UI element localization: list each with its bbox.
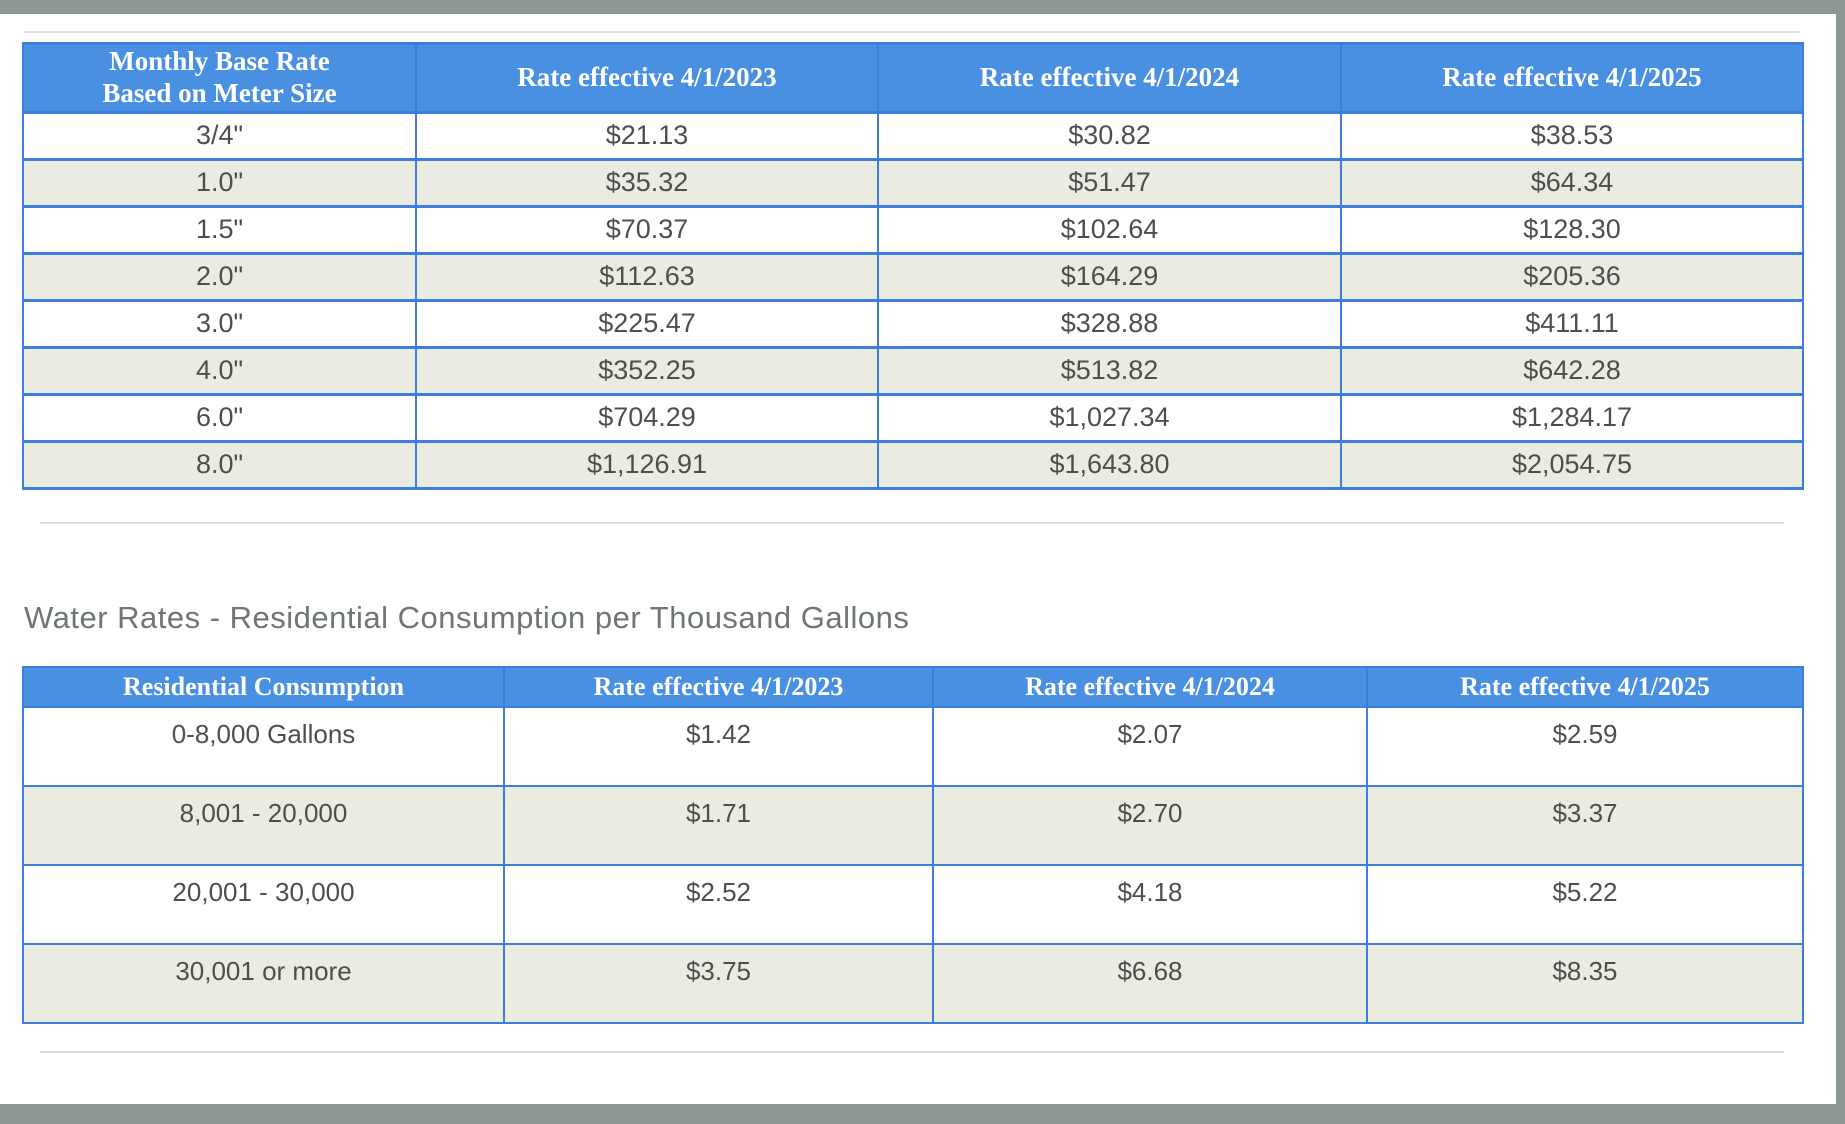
table-row: 2.0" $112.63 $164.29 $205.36 — [22, 251, 1804, 302]
page-bottom-edge — [0, 1104, 1845, 1124]
rate-cell: $1,284.17 — [1340, 392, 1804, 443]
column-header-rate-2024: Rate effective 4/1/2024 — [932, 665, 1368, 708]
rate-cell: $4.18 — [932, 863, 1368, 945]
rate-cell: $51.47 — [877, 157, 1342, 208]
rate-cell: $642.28 — [1340, 345, 1804, 396]
bottom-divider — [40, 1050, 1784, 1053]
rate-cell: $704.29 — [415, 392, 879, 443]
consumption-tier-cell: 0-8,000 Gallons — [22, 705, 505, 787]
consumption-tier-cell: 8,001 - 20,000 — [22, 784, 505, 866]
header-row: Residential Consumption Rate effective 4… — [22, 665, 1804, 708]
table-row: 8,001 - 20,000 $1.71 $2.70 $3.37 — [22, 784, 1804, 866]
section-title: Water Rates - Residential Consumption pe… — [24, 599, 910, 635]
rate-cell: $164.29 — [877, 251, 1342, 302]
rate-cell: $1.42 — [503, 705, 934, 787]
rate-cell: $38.53 — [1340, 110, 1804, 161]
rate-cell: $2,054.75 — [1340, 439, 1804, 490]
page-content: Monthly Base Rate Based on Meter Size Ra… — [22, 31, 1804, 1053]
residential-consumption-table: Residential Consumption Rate effective 4… — [22, 665, 1804, 1024]
rate-cell: $513.82 — [877, 345, 1342, 396]
table-row: 4.0" $352.25 $513.82 $642.28 — [22, 345, 1804, 396]
rate-cell: $6.68 — [932, 942, 1368, 1024]
rate-cell: $2.52 — [503, 863, 934, 945]
rate-cell: $70.37 — [415, 204, 879, 255]
rate-cell: $8.35 — [1366, 942, 1804, 1024]
table-row: 30,001 or more $3.75 $6.68 $8.35 — [22, 942, 1804, 1024]
rate-cell: $205.36 — [1340, 251, 1804, 302]
column-header-rate-2023: Rate effective 4/1/2023 — [503, 665, 934, 708]
rate-cell: $1.71 — [503, 784, 934, 866]
table-row: 3.0" $225.47 $328.88 $411.11 — [22, 298, 1804, 349]
rate-cell: $352.25 — [415, 345, 879, 396]
rate-cell: $2.07 — [932, 705, 1368, 787]
meter-size-cell: 3.0" — [22, 298, 417, 349]
meter-size-cell: 6.0" — [22, 392, 417, 443]
rate-cell: $1,126.91 — [415, 439, 879, 490]
column-header-consumption: Residential Consumption — [22, 665, 505, 708]
column-header-rate-2025: Rate effective 4/1/2025 — [1366, 665, 1804, 708]
rate-cell: $21.13 — [415, 110, 879, 161]
monthly-base-rate-table: Monthly Base Rate Based on Meter Size Ra… — [22, 42, 1804, 490]
rate-cell: $1,027.34 — [877, 392, 1342, 443]
column-header-rate-2023: Rate effective 4/1/2023 — [415, 42, 879, 114]
rate-cell: $2.70 — [932, 784, 1368, 866]
table-row: 8.0" $1,126.91 $1,643.80 $2,054.75 — [22, 439, 1804, 490]
rate-cell: $3.37 — [1366, 784, 1804, 866]
meter-size-cell: 1.0" — [22, 157, 417, 208]
column-header-meter-size: Monthly Base Rate Based on Meter Size — [22, 42, 417, 114]
rate-cell: $30.82 — [877, 110, 1342, 161]
table-row: 0-8,000 Gallons $1.42 $2.07 $2.59 — [22, 705, 1804, 787]
rate-cell: $2.59 — [1366, 705, 1804, 787]
header-row: Monthly Base Rate Based on Meter Size Ra… — [22, 42, 1804, 114]
rate-cell: $5.22 — [1366, 863, 1804, 945]
page-top-edge — [0, 0, 1845, 14]
rate-cell: $1,643.80 — [877, 439, 1342, 490]
table-row: 1.0" $35.32 $51.47 $64.34 — [22, 157, 1804, 208]
rate-cell: $411.11 — [1340, 298, 1804, 349]
section-divider — [40, 521, 1784, 524]
rate-cell: $35.32 — [415, 157, 879, 208]
top-rule — [24, 31, 1800, 33]
rate-cell: $64.34 — [1340, 157, 1804, 208]
rate-cell: $112.63 — [415, 251, 879, 302]
consumption-tier-cell: 20,001 - 30,000 — [22, 863, 505, 945]
column-header-rate-2025: Rate effective 4/1/2025 — [1340, 42, 1804, 114]
rate-cell: $128.30 — [1340, 204, 1804, 255]
table-row: 3/4" $21.13 $30.82 $38.53 — [22, 110, 1804, 161]
table-row: 1.5" $70.37 $102.64 $128.30 — [22, 204, 1804, 255]
table-row: 6.0" $704.29 $1,027.34 $1,284.17 — [22, 392, 1804, 443]
column-header-rate-2024: Rate effective 4/1/2024 — [877, 42, 1342, 114]
rate-cell: $102.64 — [877, 204, 1342, 255]
table-row: 20,001 - 30,000 $2.52 $4.18 $5.22 — [22, 863, 1804, 945]
consumption-tier-cell: 30,001 or more — [22, 942, 505, 1024]
meter-size-cell: 3/4" — [22, 110, 417, 161]
meter-size-cell: 4.0" — [22, 345, 417, 396]
meter-size-cell: 2.0" — [22, 251, 417, 302]
meter-size-cell: 8.0" — [22, 439, 417, 490]
rate-cell: $328.88 — [877, 298, 1342, 349]
rate-cell: $225.47 — [415, 298, 879, 349]
page-right-edge — [1836, 0, 1845, 1124]
rate-cell: $3.75 — [503, 942, 934, 1024]
meter-size-cell: 1.5" — [22, 204, 417, 255]
